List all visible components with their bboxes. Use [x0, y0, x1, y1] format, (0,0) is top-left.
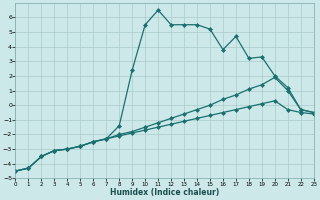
X-axis label: Humidex (Indice chaleur): Humidex (Indice chaleur): [110, 188, 219, 197]
